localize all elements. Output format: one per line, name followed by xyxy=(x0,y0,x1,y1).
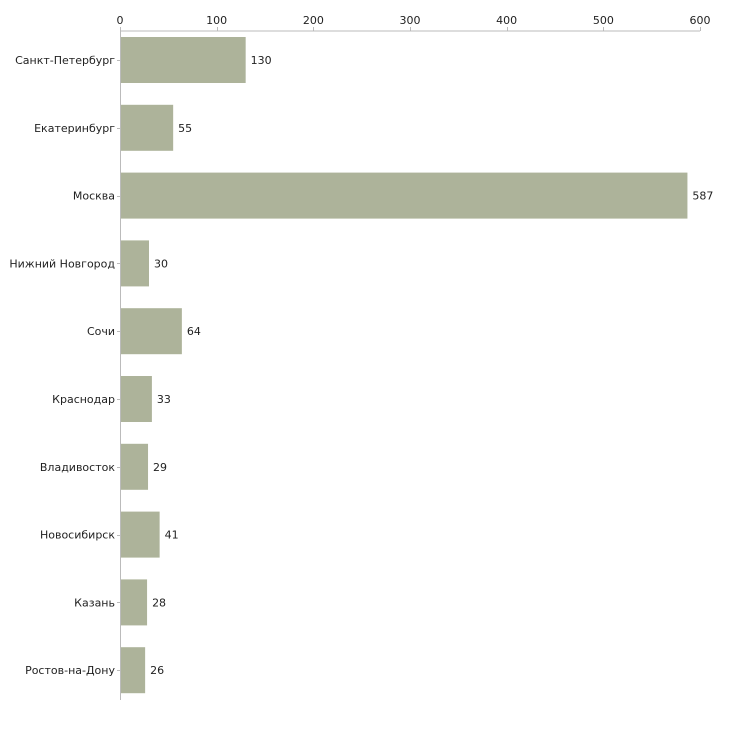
value-label: 55 xyxy=(178,122,192,135)
category-label: Владивосток xyxy=(40,461,115,474)
bar xyxy=(120,308,182,355)
category-label: Екатеринбург xyxy=(34,122,115,135)
category-label: Нижний Новгород xyxy=(9,257,115,270)
x-tick-label: 300 xyxy=(400,14,421,27)
category-label: Москва xyxy=(73,190,115,203)
bar xyxy=(120,104,174,151)
x-axis: 0 100 200 300 400 500 600 xyxy=(117,14,711,32)
value-label: 26 xyxy=(150,664,164,677)
bar xyxy=(120,511,160,558)
x-tick-label: 100 xyxy=(206,14,227,27)
category-label: Новосибирск xyxy=(40,529,115,542)
x-tick-label: 600 xyxy=(690,14,711,27)
x-tick-label: 500 xyxy=(593,14,614,27)
value-label: 587 xyxy=(692,190,713,203)
bar xyxy=(120,376,152,422)
category-label: Краснодар xyxy=(52,393,115,406)
bar xyxy=(120,172,688,219)
value-label: 130 xyxy=(251,54,272,67)
category-label: Сочи xyxy=(87,325,115,338)
category-label: Санкт-Петербург xyxy=(15,54,115,67)
y-axis: Санкт-Петербург Екатеринбург Москва Нижний … xyxy=(9,31,121,700)
bar xyxy=(120,443,149,490)
value-label: 30 xyxy=(154,257,168,270)
value-label: 41 xyxy=(165,529,179,542)
value-label: 29 xyxy=(153,461,167,474)
value-label: 33 xyxy=(157,393,171,406)
category-label: Казань xyxy=(74,596,115,609)
x-tick-label: 0 xyxy=(117,14,124,27)
value-label: 64 xyxy=(187,325,201,338)
bar xyxy=(120,579,148,626)
value-label: 28 xyxy=(152,596,166,609)
category-label: Ростов-на-Дону xyxy=(25,664,115,677)
bar xyxy=(120,647,146,694)
bar xyxy=(120,240,149,287)
bars: 130 55 587 30 64 33 29 41 28 26 xyxy=(120,37,713,694)
x-tick-label: 400 xyxy=(496,14,517,27)
x-tick-label: 200 xyxy=(303,14,324,27)
bar xyxy=(120,37,246,83)
